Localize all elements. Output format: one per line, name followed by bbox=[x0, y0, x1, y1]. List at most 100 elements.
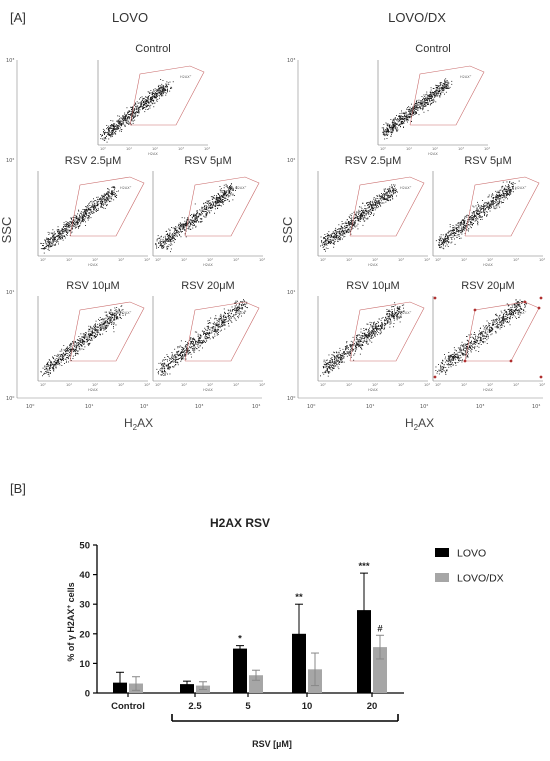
scatter-plot-axis-label: H2AX bbox=[368, 263, 378, 267]
scatter-dot bbox=[207, 209, 209, 211]
scatter-dot bbox=[126, 120, 128, 122]
scatter-dot bbox=[189, 346, 191, 348]
scatter-dot bbox=[98, 318, 99, 320]
scatter-dot bbox=[132, 114, 134, 116]
scatter-dot bbox=[52, 235, 54, 237]
scatter-dot bbox=[235, 308, 237, 310]
scatter-dot bbox=[113, 327, 114, 329]
scatter-dot bbox=[421, 102, 423, 104]
scatter-dot bbox=[230, 316, 232, 318]
scatter-dot bbox=[48, 359, 50, 360]
scatter-dot bbox=[157, 88, 159, 90]
scatter-dot bbox=[348, 231, 350, 233]
scatter-dot bbox=[384, 191, 385, 192]
scatter-dot bbox=[339, 239, 341, 241]
scatter-dot bbox=[367, 210, 369, 212]
scatter-dot bbox=[145, 103, 147, 104]
scatter-dot bbox=[96, 336, 97, 337]
scatter-dot bbox=[80, 223, 82, 225]
scatter-dot bbox=[397, 124, 399, 126]
scatter-dot bbox=[331, 234, 332, 236]
scatter-dot bbox=[147, 97, 148, 99]
scatter-dot bbox=[207, 332, 209, 334]
scatter-dot bbox=[364, 215, 366, 217]
scatter-dot bbox=[117, 115, 119, 117]
scatter-dot bbox=[235, 300, 237, 302]
scatter-dot bbox=[84, 338, 86, 340]
scatter-dot bbox=[198, 340, 200, 342]
scatter-dot bbox=[95, 200, 97, 201]
scatter-dot bbox=[111, 195, 113, 197]
scatter-dot bbox=[68, 354, 70, 356]
scatter-dot bbox=[191, 346, 192, 348]
scatter-dot bbox=[106, 325, 107, 327]
scatter-dot bbox=[167, 240, 168, 242]
scatter-dot bbox=[195, 341, 197, 343]
scatter-dot bbox=[386, 124, 388, 126]
scatter-dot bbox=[115, 316, 117, 318]
scatter-dot bbox=[98, 200, 100, 202]
scatter-dot bbox=[58, 233, 60, 234]
scatter-dot bbox=[97, 332, 99, 333]
scatter-dot bbox=[116, 120, 118, 122]
scatter-dot bbox=[47, 364, 49, 366]
scatter-dot bbox=[111, 130, 113, 132]
scatter-dot bbox=[169, 232, 171, 234]
scatter-dot bbox=[92, 211, 94, 212]
scatter-dot bbox=[63, 222, 65, 224]
scatter-dot bbox=[336, 237, 338, 239]
scatter-dot bbox=[392, 129, 394, 131]
scatter-dot bbox=[323, 246, 325, 247]
scatter-dot bbox=[214, 333, 216, 335]
scatter-dot bbox=[78, 346, 80, 348]
scatter-dot bbox=[332, 242, 334, 244]
scatter-dot bbox=[172, 360, 174, 362]
scatter-dot bbox=[79, 349, 81, 351]
scatter-dot bbox=[128, 110, 130, 112]
scatter-plot-tick: 10² bbox=[207, 383, 213, 387]
scatter-dot bbox=[426, 100, 428, 101]
scatter-dot bbox=[408, 109, 409, 111]
scatter-dot bbox=[53, 364, 55, 366]
scatter-dot bbox=[216, 199, 217, 200]
scatter-dot bbox=[164, 85, 166, 87]
scatter-dot bbox=[70, 344, 72, 346]
scatter-dot bbox=[352, 225, 354, 227]
scatter-dot bbox=[211, 206, 213, 208]
scatter-dot bbox=[169, 236, 171, 237]
scatter-dot bbox=[71, 218, 72, 220]
scatter-dot bbox=[151, 102, 153, 104]
scatter-dot bbox=[174, 233, 175, 235]
scatter-dot bbox=[106, 204, 108, 206]
scatter-dot bbox=[411, 103, 412, 105]
scatter-dot bbox=[161, 368, 163, 370]
scatter-dot bbox=[184, 350, 185, 352]
scatter-dot bbox=[102, 324, 104, 326]
scatter-dot bbox=[111, 314, 112, 315]
scatter-dot bbox=[87, 343, 89, 345]
scatter-dot bbox=[185, 358, 187, 360]
scatter-dot bbox=[96, 327, 98, 328]
scatter-dot bbox=[392, 190, 394, 191]
scatter-dot bbox=[64, 235, 65, 237]
scatter-dot bbox=[101, 194, 103, 196]
scatter-dot bbox=[165, 85, 167, 87]
scatter-dot bbox=[85, 333, 86, 335]
scatter-dot bbox=[143, 107, 145, 109]
scatter-dot bbox=[99, 198, 101, 200]
scatter-dot bbox=[383, 129, 385, 130]
scatter-dot bbox=[132, 114, 134, 116]
scatter-dot bbox=[407, 117, 408, 118]
scatter-dot bbox=[106, 311, 107, 313]
scatter-dot bbox=[347, 225, 348, 226]
scatter-dot bbox=[60, 233, 62, 235]
scatter-dot bbox=[416, 99, 418, 101]
scatter-dot bbox=[354, 221, 355, 223]
scatter-dot bbox=[52, 240, 54, 242]
scatter-dot bbox=[347, 222, 349, 224]
scatter-dot bbox=[351, 213, 353, 215]
scatter-dot bbox=[48, 243, 50, 245]
scatter-dot bbox=[178, 350, 180, 352]
scatter-dot bbox=[66, 352, 68, 354]
